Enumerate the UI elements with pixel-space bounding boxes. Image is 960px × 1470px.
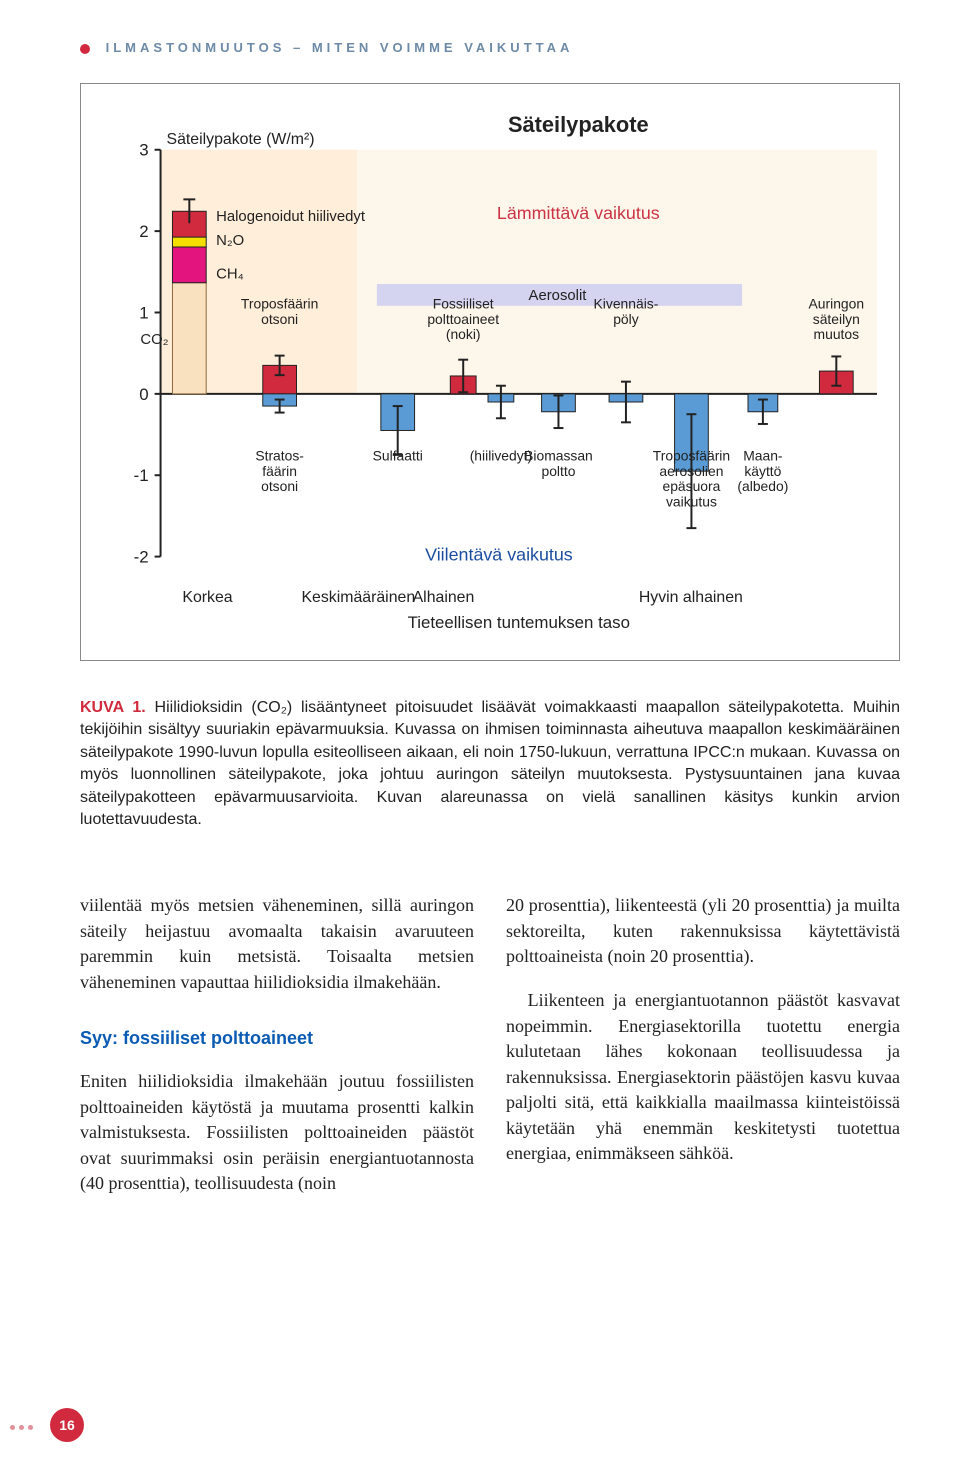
svg-text:Stratos-fäärinotsoni: Stratos-fäärinotsoni [255,448,304,495]
svg-text:Alhainen: Alhainen [413,589,475,606]
header-dot-icon [80,44,90,54]
col2-para1: 20 prosenttia), liikenteestä (yli 20 pro… [506,893,900,970]
svg-text:Maan-käyttö(albedo): Maan-käyttö(albedo) [737,448,788,495]
radiative-forcing-chart: Aerosolit Säteilypakote Lämmittävä vaikutu… [103,106,877,646]
svg-text:Sulfaatti: Sulfaatti [373,448,423,464]
svg-text:Halogenoidut hiilivedyt: Halogenoidut hiilivedyt [216,209,366,225]
col2-para2: Liikenteen ja energiantuotannon päästöt … [506,988,900,1167]
column-2: 20 prosenttia), liikenteestä (yli 20 pro… [506,875,900,1214]
svg-text:Lämmittävä vaikutus: Lämmittävä vaikutus [497,203,660,223]
svg-text:Troposfäärinaerosolienepäsuora: Troposfäärinaerosolienepäsuoravaikutus [653,448,730,510]
svg-text:2: 2 [139,222,148,241]
svg-text:-2: -2 [134,548,149,567]
svg-text:Aerosolit: Aerosolit [529,288,588,304]
svg-text:Säteilypakote: Säteilypakote [508,112,649,137]
figure-caption: KUVA 1. Hiilidioksidin (CO₂) lisääntynee… [80,697,900,831]
page-header: ILMASTONMUUTOS – MITEN VOIMME VAIKUTTAA [80,40,900,55]
page-number: 16 [50,1408,84,1442]
figure-box: Aerosolit Säteilypakote Lämmittävä vaikutu… [80,83,900,661]
svg-text:Hyvin alhainen: Hyvin alhainen [639,589,743,606]
header-text: ILMASTONMUUTOS – MITEN VOIMME VAIKUTTAA [106,40,574,55]
column-1: viilentää myös metsien väheneminen, sill… [80,875,474,1214]
caption-text: Hiilidioksidin (CO₂) lisääntyneet pitois… [80,699,900,828]
svg-text:CH₄: CH₄ [216,267,244,283]
page-dots-icon [10,1425,33,1430]
body-columns: viilentää myös metsien väheneminen, sill… [80,875,900,1214]
chart-area: Aerosolit Säteilypakote Lämmittävä vaikutu… [103,106,877,646]
svg-text:Keskimääräinen: Keskimääräinen [301,589,415,606]
svg-text:3: 3 [139,141,148,160]
col1-para1: viilentää myös metsien väheneminen, sill… [80,893,474,995]
svg-text:Tieteellisen tuntemuksen taso: Tieteellisen tuntemuksen taso [408,613,630,632]
svg-text:CO₂: CO₂ [140,332,168,348]
svg-text:1: 1 [139,303,148,322]
caption-lead: KUVA 1. [80,699,146,716]
col1-subhead: Syy: fossiiliset polttoaineet [80,1026,474,1052]
svg-text:Korkea: Korkea [182,589,232,606]
svg-text:Biomassanpoltto: Biomassanpoltto [524,448,593,479]
svg-text:Auringonsäteilynmuutos: Auringonsäteilynmuutos [809,296,865,343]
svg-text:-1: -1 [134,466,149,485]
svg-text:Säteilypakote (W/m²): Säteilypakote (W/m²) [167,131,315,148]
svg-text:0: 0 [139,385,148,404]
svg-text:(hiilivedyt): (hiilivedyt) [470,448,532,464]
svg-text:N₂O: N₂O [216,233,244,249]
svg-text:Viilentävä vaikutus: Viilentävä vaikutus [425,545,573,565]
col1-para2: Eniten hiilidioksidia ilmakehään joutuu … [80,1069,474,1197]
